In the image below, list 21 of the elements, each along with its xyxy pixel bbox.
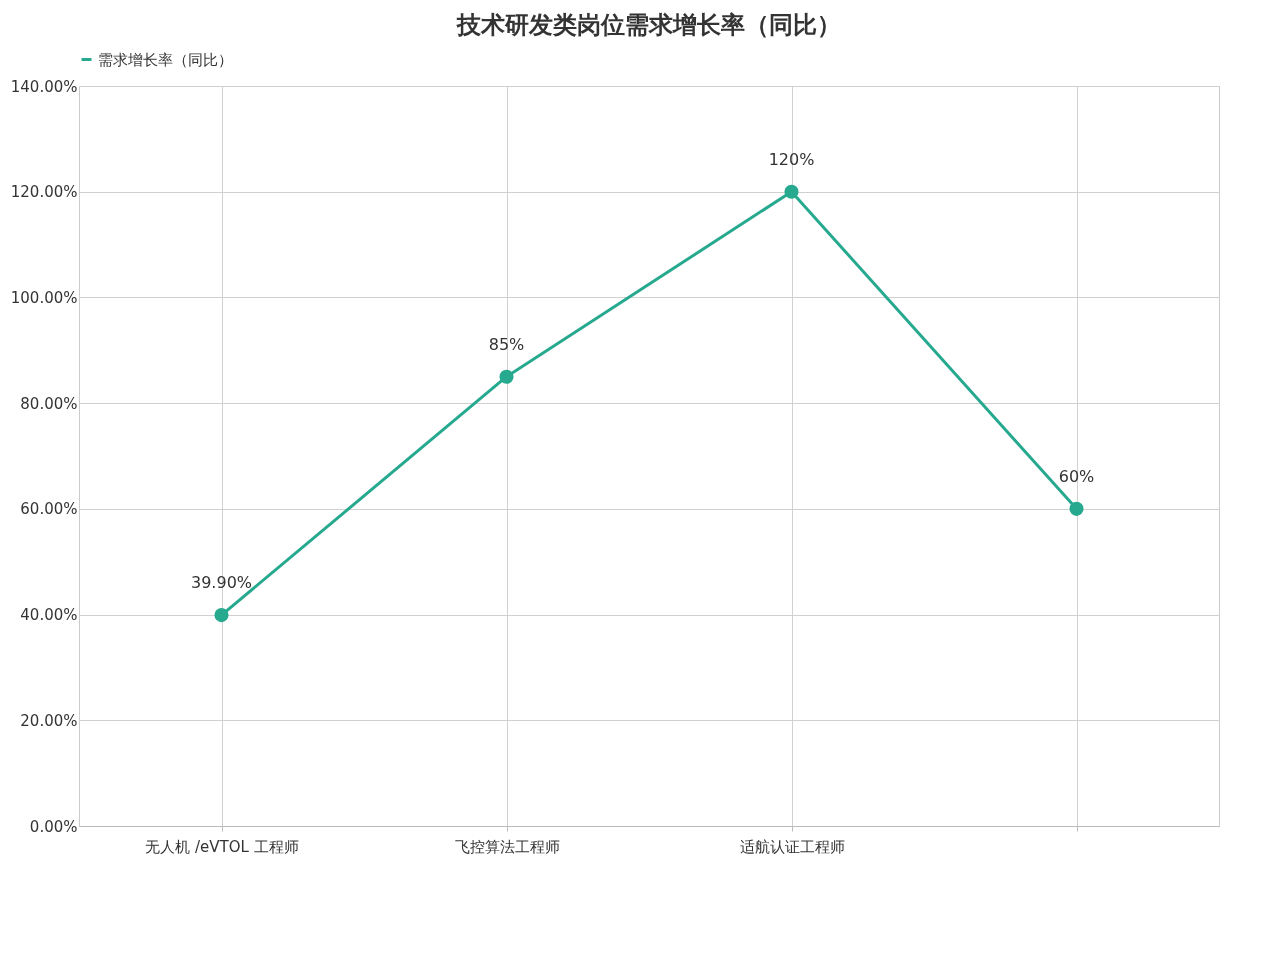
point	[499, 369, 514, 384]
y-tick-label: 40.00%	[20, 606, 78, 625]
data-label: 120%	[768, 149, 815, 169]
point	[1069, 501, 1084, 516]
point	[784, 184, 799, 199]
y-tick-label: 80.00%	[20, 394, 78, 413]
y-tick-label: 20.00%	[20, 711, 78, 730]
x-tick-label: 飞控算法工程师	[454, 837, 560, 856]
y-tick-label: 0.00%	[29, 817, 78, 836]
y-tick-label: 120.00%	[10, 183, 78, 202]
data-label: 85%	[488, 334, 525, 354]
y-tick-label: 140.00%	[10, 77, 78, 96]
y-tick-label: 100.00%	[10, 288, 78, 307]
data-label: 39.90%	[190, 573, 253, 593]
point	[214, 608, 229, 623]
y-tick-label: 60.00%	[20, 500, 78, 519]
legend-label: 需求增长率（同比）	[98, 50, 233, 69]
chart-title: 技术研发类岗位需求增长率（同比）	[456, 11, 841, 39]
x-tick-label: 适航认证工程师	[739, 837, 845, 856]
x-tick-label: 无人机 /eVTOL 工程师	[145, 837, 299, 856]
data-label: 60%	[1058, 466, 1095, 486]
